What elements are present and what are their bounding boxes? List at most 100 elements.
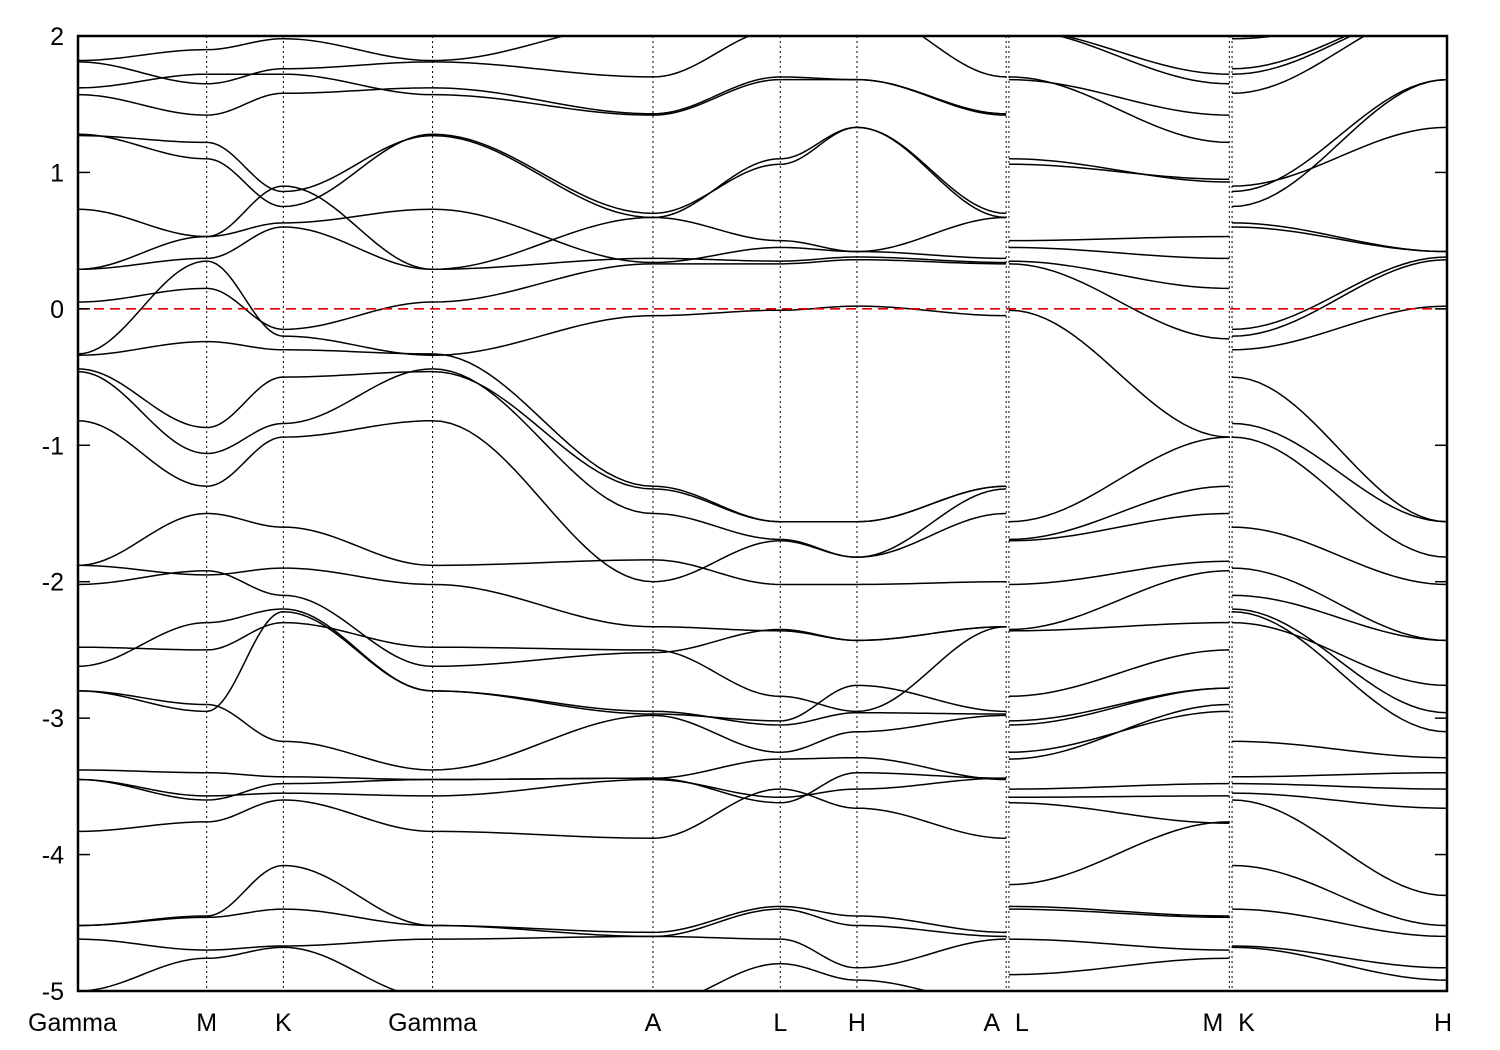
band-4-6 [652, 777, 781, 804]
band-2-15 [283, 419, 433, 438]
band-8-25 [1232, 78, 1447, 208]
band-8-4 [1232, 799, 1447, 897]
band-7-1 [1008, 938, 1230, 951]
y-tick-label: -2 [42, 569, 64, 597]
band-7-13 [1008, 621, 1230, 632]
band-5-4 [780, 788, 857, 809]
band-2-14 [283, 526, 433, 567]
band-1-25 [206, 158, 284, 208]
band-6-23 [856, 216, 1007, 253]
band-6-20 [856, 258, 1007, 265]
band-3-12 [432, 651, 653, 668]
band-2-26 [283, 87, 433, 95]
band-0-4 [78, 821, 207, 833]
band-8-16 [1232, 422, 1447, 523]
band-2-17 [283, 370, 433, 378]
band-8-3 [1232, 864, 1447, 927]
band-0-6 [78, 778, 207, 801]
band-4-2 [652, 908, 781, 938]
band-7-16 [1008, 512, 1230, 542]
band-1-2 [206, 908, 284, 919]
band-1-7 [206, 771, 284, 778]
x-tick-label-h: H [1434, 1009, 1452, 1037]
band-3-8 [432, 714, 653, 771]
band-8-18 [1232, 305, 1447, 351]
x-tick-label-a: A [983, 1009, 1000, 1037]
band-8-23 [1232, 126, 1447, 187]
band-8-24 [1232, 78, 1447, 193]
x-tick-label-l: L [773, 1009, 787, 1037]
band-3-7 [432, 777, 653, 781]
band-3-14 [432, 559, 653, 567]
band-0-7 [78, 769, 207, 774]
band-7-25 [1008, 163, 1230, 180]
band-5-29 [780, 9, 857, 29]
band-8-10 [1232, 608, 1447, 714]
band-7-19 [1008, 309, 1230, 438]
band-7-14 [1008, 570, 1230, 631]
band-1-13 [206, 567, 284, 576]
band-3-25 [432, 133, 654, 215]
band-7-21 [1008, 260, 1230, 290]
x-tick-label-l: L [1015, 1009, 1029, 1037]
band-4-28 [652, 36, 751, 78]
band-7-28 [1056, 36, 1230, 85]
band-7-26 [1008, 76, 1230, 144]
band-0-12 [78, 570, 207, 586]
x-axis: Gamma M K Gamma A L H A L M K H [28, 1009, 1452, 1037]
band-8-1 [1232, 945, 1447, 969]
band-5-21 [780, 256, 857, 262]
band-4-25 [652, 163, 781, 215]
band-3-18 [432, 353, 654, 487]
x-tick-label-m: M [196, 1009, 217, 1037]
band-0-28 [78, 61, 207, 85]
band-3-1 [432, 935, 653, 940]
band-5-23 [780, 239, 857, 253]
band-1-12 [206, 570, 284, 597]
band-2-23 [283, 185, 433, 271]
band-6-3 [856, 915, 1007, 934]
band-8-7 [1232, 771, 1447, 778]
band-0-17 [78, 368, 207, 429]
band-2-29 [283, 37, 433, 62]
band-8-29 [1232, 36, 1280, 40]
band-6-10 [856, 711, 1007, 715]
band-3-15 [432, 419, 654, 583]
band-8-11 [1232, 621, 1447, 687]
band-2-0 [283, 946, 400, 991]
band-8-9 [1232, 610, 1447, 733]
band-4-27 [652, 78, 781, 116]
band-0-23 [78, 208, 207, 238]
band-2-10 [283, 608, 433, 692]
band-2-18 [283, 349, 433, 355]
band-4-19 [652, 309, 781, 317]
band-4-22 [652, 246, 781, 264]
band-4-12 [652, 628, 781, 654]
band-6-4 [856, 807, 1007, 839]
band-1-19 [206, 260, 284, 337]
band-3-16 [432, 368, 654, 515]
band-1-24 [206, 141, 284, 193]
band-5-25 [780, 126, 857, 165]
band-6-28 [920, 36, 1007, 78]
band-0-20 [78, 287, 207, 303]
band-5-20 [780, 258, 857, 265]
x-tick-label-a: A [645, 1009, 662, 1037]
band-7-7 [1008, 782, 1230, 790]
band-6-7 [856, 756, 1007, 781]
band-3-24 [432, 134, 654, 219]
band-1-28 [206, 67, 284, 85]
band-0-25 [78, 133, 207, 160]
band-6-18 [856, 485, 1007, 523]
band-2-19 [283, 335, 433, 356]
band-8-13 [1232, 567, 1447, 642]
band-1-6 [206, 782, 284, 801]
band-3-13 [432, 583, 653, 628]
band-3-20 [432, 263, 653, 303]
band-3-11 [432, 646, 653, 651]
y-axis: -5 -4 -3 -2 -1 0 1 2 [42, 23, 1447, 1006]
band-6-13 [856, 625, 1007, 642]
band-1-14 [206, 512, 284, 528]
band-2-3 [283, 864, 433, 927]
band-3-26 [432, 87, 653, 115]
